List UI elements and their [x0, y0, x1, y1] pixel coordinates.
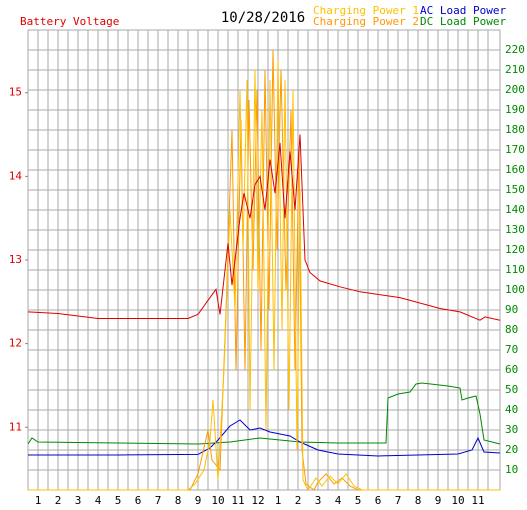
y-tick-label: 15 [9, 86, 22, 99]
x-tick-label: 3 [75, 494, 82, 507]
x-tick-label: 10 [451, 494, 464, 507]
x-tick-label: 1 [275, 494, 282, 507]
x-tick-label: 9 [435, 494, 442, 507]
x-tick-label: 6 [135, 494, 142, 507]
x-tick-label: 10 [211, 494, 224, 507]
x-tick-label: 2 [55, 494, 62, 507]
y2-tick-label: 40 [505, 403, 518, 416]
y-tick-label: 12 [9, 337, 22, 350]
x-tick-label: 7 [155, 494, 162, 507]
x-tick-label: 4 [335, 494, 342, 507]
series-line [27, 382, 501, 445]
x-tick-label: 1 [35, 494, 42, 507]
x-tick-label: 6 [375, 494, 382, 507]
x-tick-label: 3 [315, 494, 322, 507]
x-tick-label: 11 [231, 494, 244, 507]
y2-tick-label: 170 [505, 143, 525, 156]
y2-tick-label: 130 [505, 223, 525, 236]
x-tick-label: 12 [251, 494, 264, 507]
y-axis-label: Battery Voltage [20, 15, 119, 28]
series-line [28, 419, 501, 457]
y2-tick-label: 120 [505, 243, 525, 256]
y2-tick-label: 110 [505, 263, 525, 276]
y2-tick-label: 210 [505, 63, 525, 76]
y2-tick-label: 100 [505, 283, 525, 296]
y2-tick-label: 160 [505, 163, 525, 176]
series-line [28, 59, 500, 491]
x-tick-label: 5 [115, 494, 122, 507]
y2-tick-label: 20 [505, 443, 518, 456]
x-tick-label: 11 [471, 494, 484, 507]
y2-tick-label: 200 [505, 83, 525, 96]
series-line [27, 134, 501, 321]
x-tick-label: 4 [95, 494, 102, 507]
y2-tick-label: 10 [505, 463, 518, 476]
legend-entry: Charging Power 1 [313, 4, 419, 17]
y2-tick-label: 60 [505, 363, 518, 376]
x-tick-label: 5 [355, 494, 362, 507]
y2-tick-label: 70 [505, 343, 518, 356]
y2-tick-label: 30 [505, 423, 518, 436]
x-tick-label: 8 [415, 494, 422, 507]
y2-tick-label: 220 [505, 43, 525, 56]
y-tick-label: 14 [9, 169, 23, 182]
x-tick-label: 2 [295, 494, 302, 507]
x-tick-label: 8 [175, 494, 182, 507]
y2-tick-label: 180 [505, 123, 525, 136]
x-tick-label: 9 [195, 494, 202, 507]
legend-entry: DC Load Power [420, 15, 506, 28]
legend-entry: Charging Power 2 [313, 15, 419, 28]
y2-tick-label: 190 [505, 103, 525, 116]
y2-tick-label: 140 [505, 203, 525, 216]
y-tick-label: 11 [9, 420, 22, 433]
y2-tick-label: 90 [505, 303, 518, 316]
y2-tick-label: 150 [505, 183, 525, 196]
legend-entry: AC Load Power [420, 4, 506, 17]
y2-tick-label: 50 [505, 383, 518, 396]
y-tick-label: 13 [9, 253, 22, 266]
chart-title: 10/28/2016 [221, 10, 305, 26]
x-tick-label: 7 [395, 494, 402, 507]
y2-tick-label: 80 [505, 323, 518, 336]
